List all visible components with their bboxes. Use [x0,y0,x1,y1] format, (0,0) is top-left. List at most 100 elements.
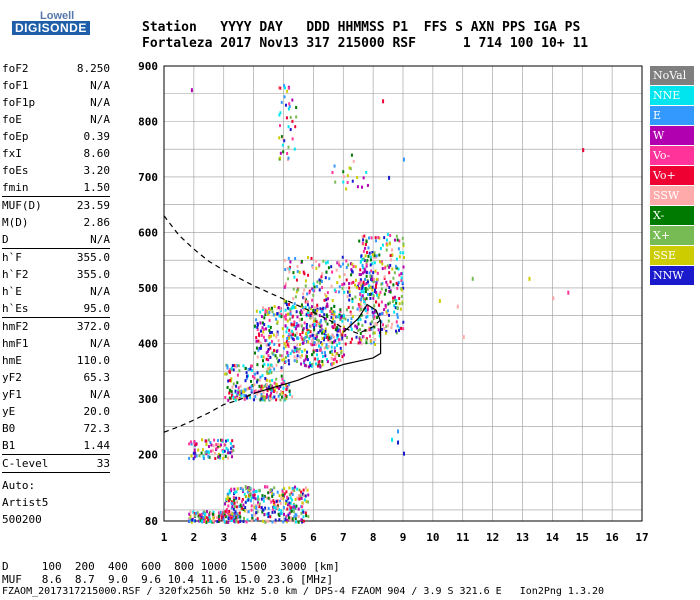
param-value: N/A [90,79,110,92]
echo-mark [267,506,270,510]
param-value: 33 [96,457,110,470]
echo-mark [278,314,281,318]
echo-mark [341,333,344,337]
echo-mark [245,371,248,375]
y-tick-label: 900 [138,60,158,73]
echo-mark [225,372,228,376]
echo-mark [368,284,371,288]
echo-mark [238,505,241,509]
echo-mark [276,306,279,310]
echo-mark [321,272,324,276]
echo-mark [358,304,361,308]
echo-mark [330,345,333,349]
echo-mark [284,397,287,401]
echo-mark [268,489,271,493]
echo-mark [270,306,273,310]
echo-mark [232,496,235,500]
echo-mark [256,355,259,359]
echo-mark [242,390,245,394]
param-name: hmF2 [2,320,29,333]
echo-mark [263,395,266,399]
echo-mark [278,358,281,362]
echo-mark [221,511,224,515]
echo-mark [325,313,328,317]
echo-mark [319,329,322,333]
echo-mark [230,511,233,515]
echo-mark [374,236,377,240]
echo-mark [347,305,350,309]
param-value: N/A [90,285,110,298]
echo-mark [281,391,284,395]
echo-mark [193,455,196,459]
echo-mark [280,313,283,317]
echo-mark [237,513,240,517]
echo-mark [269,488,272,492]
echo-mark [288,486,291,490]
echo-mark [284,282,287,286]
echo-mark [360,290,363,294]
echo-mark [346,295,349,299]
echo-mark [265,370,268,374]
echo-mark [303,363,306,367]
echo-mark [226,366,229,370]
echo-mark [321,286,324,290]
param-row: B1 1.44 [2,437,110,454]
param-row: yF2 65.3 [2,369,110,386]
echo-mark [284,383,287,387]
echo-mark [280,389,283,393]
param-name: B0 [2,422,16,435]
echo-mark [307,256,310,260]
echo-mark [392,276,395,280]
echo-mark [391,300,394,304]
echo-mark [189,510,192,514]
echo-mark [204,512,207,516]
echo-mark [341,330,344,334]
echo-mark [294,257,297,261]
echo-mark [223,520,226,524]
echo-mark [205,520,208,524]
echo-mark [269,515,272,519]
echo-mark [324,317,327,321]
echo-mark [364,309,367,313]
echo-mark [303,361,306,365]
echo-mark [294,497,297,501]
echo-mark [401,236,404,240]
echo-mark [288,302,291,306]
echo-mark [291,314,294,318]
echo-mark [377,236,380,240]
echo-mark [319,279,322,283]
param-value: N/A [90,388,110,401]
echo-mark [280,382,283,386]
echo-mark [266,395,269,399]
echo-mark [259,344,262,348]
echo-mark [301,509,304,513]
echo-mark [373,331,376,335]
echo-mark [354,278,357,282]
echo-mark [276,385,279,389]
echo-mark [384,288,387,292]
echo-mark [212,444,215,448]
echo-mark [360,313,363,317]
echo-mark [258,502,261,506]
echo-mark [287,334,290,338]
echo-mark [348,286,351,290]
legend-item: W [650,126,694,145]
echo-mark [272,389,275,393]
echo-mark [371,285,374,289]
echo-mark [372,311,375,315]
echo-mark [305,332,308,336]
echo-mark [326,315,329,319]
param-name: h`F2 [2,268,29,281]
echo-mark [280,512,283,516]
echo-mark [281,489,284,493]
param-name: yF1 [2,388,22,401]
echo-mark [275,390,278,394]
echo-mark [363,270,366,274]
echo-mark [297,337,300,341]
echo-mark [250,385,253,389]
echo-mark [234,398,237,402]
y-tick-label: 500 [138,282,158,295]
echo-mark [283,139,286,143]
echo-mark [259,387,262,391]
echo-mark [264,309,267,313]
